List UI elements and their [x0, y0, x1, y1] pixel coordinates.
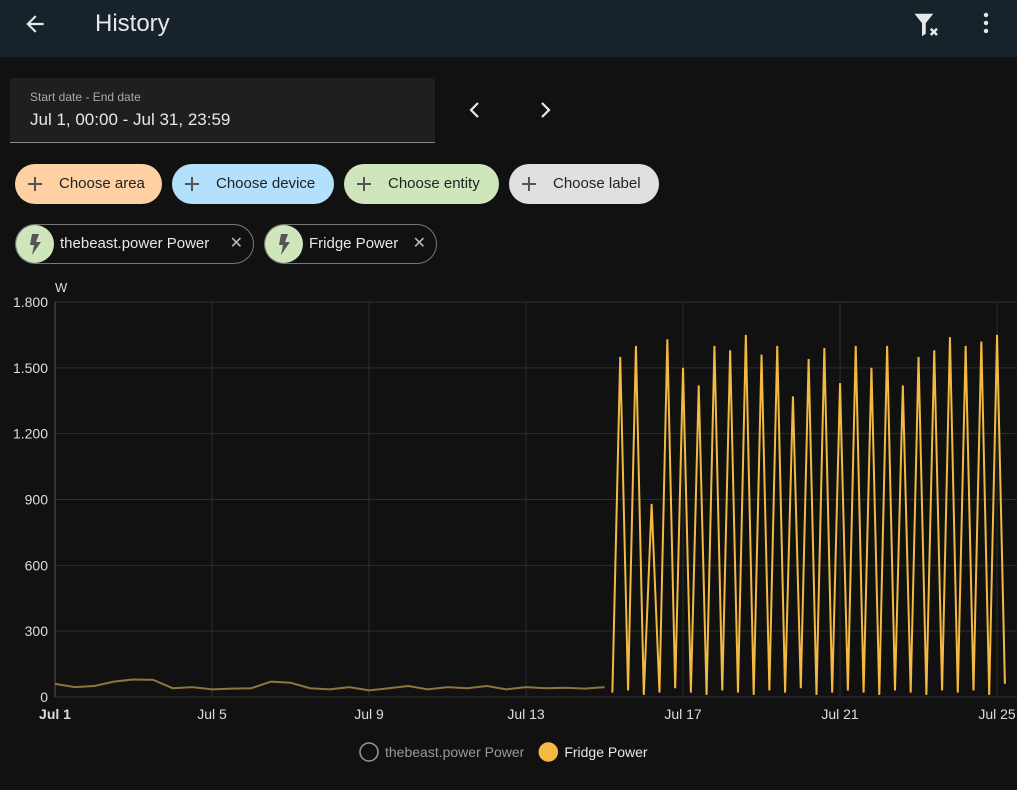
page-title: History: [95, 10, 170, 37]
legend-label: Fridge Power: [564, 744, 648, 760]
chip-label: Choose device: [216, 175, 316, 192]
entity-chip-selected[interactable]: thebeast.power Power ✕: [15, 224, 254, 264]
legend-label: thebeast.power Power: [385, 744, 525, 760]
legend-marker: [359, 742, 379, 762]
back-button[interactable]: [22, 11, 48, 37]
remove-button[interactable]: ✕: [412, 235, 426, 252]
series-line: [611, 334, 1006, 695]
date-picker[interactable]: Start date - End date Jul 1, 00:00 - Jul…: [10, 78, 435, 143]
date-label: Start date - End date: [30, 90, 141, 104]
entity-chip[interactable]: Choose entity: [344, 164, 499, 204]
area-chip[interactable]: Choose area: [15, 164, 162, 204]
chip-label: Fridge Power: [309, 235, 399, 252]
clear-filter-button[interactable]: [912, 10, 942, 40]
y-tick-label: 600: [25, 557, 49, 573]
legend-marker: [538, 742, 559, 762]
chip-label: Choose label: [553, 175, 641, 192]
y-tick-label: 900: [25, 492, 49, 508]
y-unit: W: [55, 280, 68, 295]
entity-chip-selected[interactable]: Fridge Power ✕: [264, 224, 437, 264]
x-tick-label: Jul 13: [507, 706, 545, 722]
chip-label: Choose area: [59, 175, 145, 192]
chart: W 0 300 600 900 1.200 1.500 1.800 Jul 1 Jul 5 Jul…: [13, 280, 1017, 762]
next-button[interactable]: [533, 98, 557, 122]
x-tick-label: Jul 17: [664, 706, 702, 722]
chip-label: Choose entity: [388, 175, 480, 192]
y-tick-label: 0: [40, 689, 48, 705]
series-line: [55, 678, 605, 692]
y-tick-label: 1.500: [13, 360, 48, 376]
plot-area: [55, 334, 1006, 695]
x-tick-label: Jul 1: [39, 706, 71, 722]
x-tick-label: Jul 9: [354, 706, 384, 722]
menu-button[interactable]: [974, 10, 998, 36]
top-bar: History: [0, 0, 1017, 57]
y-tick-label: 1.200: [13, 426, 48, 442]
chip-label: thebeast.power Power: [60, 235, 210, 252]
x-tick-label: Jul 5: [197, 706, 227, 722]
x-tick-label: Jul 21: [821, 706, 859, 722]
y-tick-label: 300: [25, 623, 49, 639]
y-tick-label: 1.800: [13, 294, 48, 310]
remove-button[interactable]: ✕: [229, 235, 243, 252]
device-chip[interactable]: Choose device: [172, 164, 334, 204]
date-value: Jul 1, 00:00 - Jul 31, 23:59: [30, 110, 231, 129]
x-tick-label: Jul 25: [978, 706, 1016, 722]
prev-button[interactable]: [463, 98, 487, 122]
label-chip[interactable]: Choose label: [509, 164, 659, 204]
